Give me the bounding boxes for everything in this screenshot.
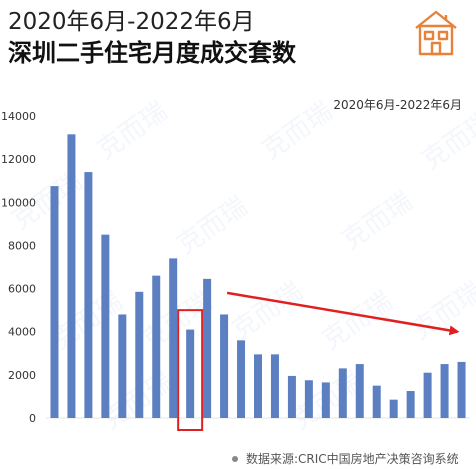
- bar-2020-08: [84, 172, 93, 418]
- y-tick-label: 0: [29, 412, 36, 425]
- watermark-text: 克而瑞: [92, 100, 173, 166]
- bar-2022-01: [372, 385, 381, 418]
- bar-2021-04: [220, 314, 229, 418]
- chart-svg: 克而瑞克而瑞克而瑞克而瑞克而瑞克而瑞克而瑞克而瑞克而瑞克而瑞克而瑞克而瑞克而瑞0…: [1, 96, 476, 435]
- bar-2021-11: [338, 368, 347, 418]
- bar-chart: 克而瑞克而瑞克而瑞克而瑞克而瑞克而瑞克而瑞克而瑞克而瑞克而瑞克而瑞克而瑞克而瑞0…: [0, 96, 476, 445]
- source-note: 数据来源:CRIC中国房地产决策咨询系统: [232, 450, 459, 467]
- bar-2021-03: [203, 278, 212, 418]
- watermark-text: 克而瑞: [407, 276, 476, 345]
- watermark-text: 克而瑞: [317, 286, 398, 355]
- y-tick-label: 2000: [8, 369, 36, 382]
- trend-arrow: [226, 291, 460, 336]
- bar-2021-12: [355, 364, 364, 418]
- bar-2020-07: [67, 134, 76, 419]
- watermark-text: 克而瑞: [257, 100, 338, 166]
- bar-2022-05: [440, 364, 449, 418]
- house-icon: [415, 10, 457, 56]
- bar-2022-03: [406, 391, 415, 418]
- watermark-text: 克而瑞: [172, 191, 253, 260]
- bar-2022-02: [389, 399, 398, 418]
- bar-2021-08: [287, 375, 296, 418]
- bar-2021-01: [169, 258, 178, 418]
- chart-period-label: 2020年6月-2022年6月: [333, 98, 462, 112]
- y-tick-label: 10000: [1, 196, 36, 209]
- y-tick-label: 8000: [8, 239, 36, 252]
- bar-2021-07: [270, 354, 279, 418]
- bar-2020-10: [118, 314, 127, 418]
- page-title-period: 2020年6月-2022年6月: [8, 9, 255, 35]
- bar-2020-06: [50, 186, 59, 418]
- bar-2021-02: [186, 329, 195, 418]
- watermark-text: 克而瑞: [337, 186, 418, 255]
- bar-2020-09: [101, 234, 110, 418]
- source-text: 数据来源:CRIC中国房地产决策咨询系统: [246, 452, 459, 466]
- highlight-box: [177, 309, 204, 431]
- bar-2020-11: [135, 291, 144, 418]
- watermark-text: 克而瑞: [227, 276, 308, 345]
- header: 2020年6月-2022年6月 深圳二手住宅月度成交套数: [0, 0, 476, 74]
- bar-2021-10: [321, 382, 330, 418]
- bar-2021-05: [237, 340, 246, 418]
- y-tick-label: 12000: [1, 153, 36, 166]
- bar-2022-06: [457, 361, 466, 418]
- bar-2021-06: [254, 354, 262, 418]
- y-tick-label: 4000: [8, 326, 36, 339]
- bar-2022-04: [423, 372, 432, 418]
- bar-2021-09: [304, 380, 313, 418]
- bullet-dot-icon: [232, 455, 238, 462]
- watermark-text: 克而瑞: [417, 106, 476, 175]
- y-tick-label: 14000: [1, 110, 36, 123]
- y-tick-label: 6000: [8, 283, 36, 296]
- page-title: 深圳二手住宅月度成交套数: [8, 39, 296, 67]
- bar-2020-12: [152, 275, 161, 418]
